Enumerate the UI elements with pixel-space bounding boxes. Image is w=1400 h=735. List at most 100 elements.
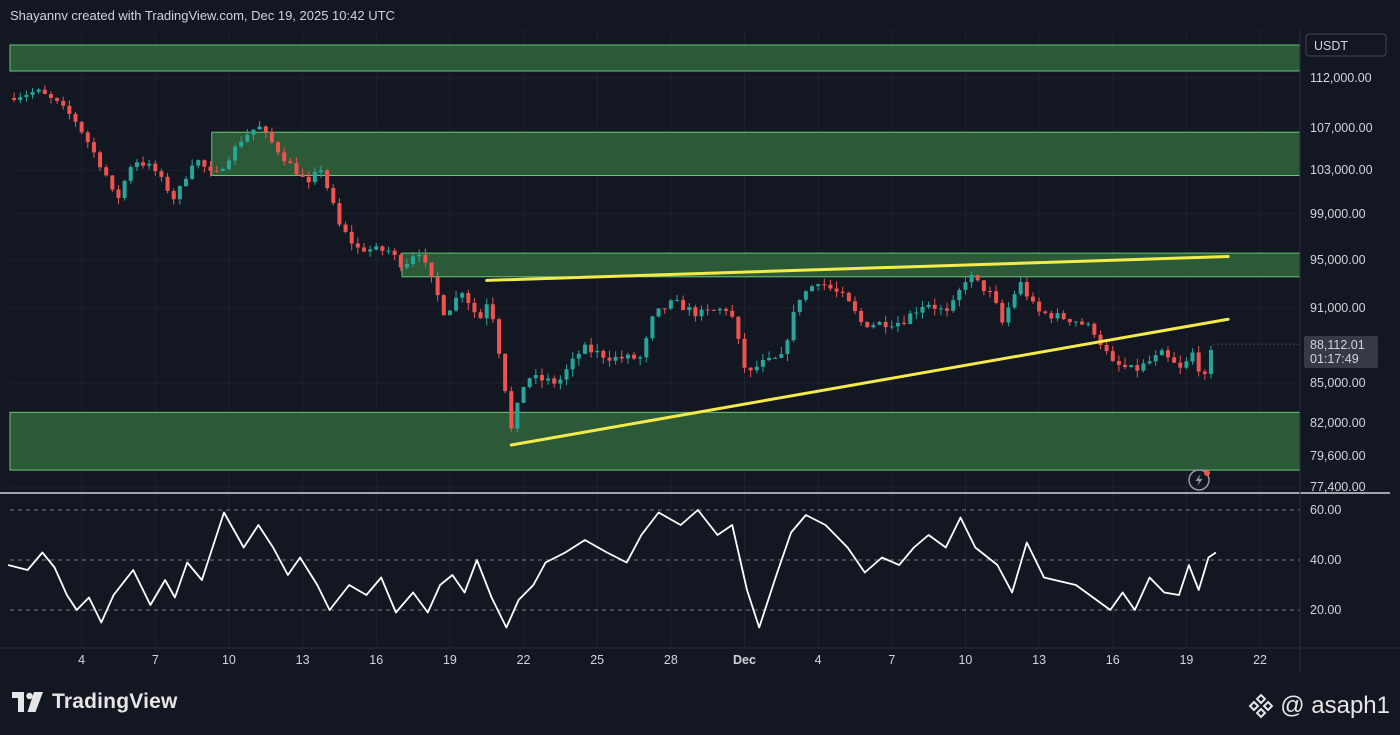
candle-body bbox=[644, 338, 649, 358]
candle-body bbox=[177, 186, 182, 200]
date-tick-label: 7 bbox=[888, 653, 895, 667]
candle-body bbox=[368, 249, 373, 252]
candle-body bbox=[61, 100, 66, 106]
candle-body bbox=[245, 134, 250, 142]
binance-square-icon bbox=[1248, 693, 1274, 719]
candle-body bbox=[589, 344, 594, 353]
date-tick-label: 10 bbox=[222, 653, 236, 667]
rsi-tick-label: 20.00 bbox=[1310, 603, 1341, 617]
candle-body bbox=[748, 367, 753, 371]
candle-body bbox=[294, 163, 299, 175]
candle-body bbox=[852, 301, 857, 312]
candle-body bbox=[816, 284, 821, 287]
candle-body bbox=[1086, 323, 1091, 325]
date-tick-label: 10 bbox=[958, 653, 972, 667]
candle-body bbox=[497, 319, 501, 354]
candle-body bbox=[975, 274, 980, 281]
price-tick-label: 79,600.00 bbox=[1310, 449, 1366, 463]
price-tick-label: 103,000.00 bbox=[1310, 163, 1373, 177]
candle-body bbox=[282, 152, 287, 162]
candle-body bbox=[779, 354, 784, 358]
price-tick-label: 99,000.00 bbox=[1310, 207, 1366, 221]
candle-body bbox=[153, 163, 158, 172]
candle-body bbox=[319, 170, 324, 173]
candle-body bbox=[791, 311, 796, 341]
countdown-label: 01:17:49 bbox=[1310, 352, 1359, 366]
date-tick-label: 13 bbox=[296, 653, 310, 667]
candle-body bbox=[1049, 313, 1054, 319]
candle-body bbox=[681, 300, 686, 311]
candle-body bbox=[165, 176, 170, 191]
candle-body bbox=[1030, 296, 1035, 302]
watermark: @ asaph1 bbox=[1248, 692, 1390, 720]
tradingview-logo-icon bbox=[12, 692, 43, 712]
candle-body bbox=[1147, 361, 1152, 364]
price-chart[interactable]: 112,000.00 107,000.00 103,000.00 99,000.00 9… bbox=[0, 0, 1400, 672]
candle-body bbox=[1104, 345, 1109, 352]
date-tick-label: 7 bbox=[152, 653, 159, 667]
candle-body bbox=[1018, 282, 1023, 295]
candle-body bbox=[1123, 364, 1128, 368]
trendlines bbox=[485, 255, 1230, 447]
candle-body bbox=[104, 167, 109, 176]
price-tick-label: 85,000.00 bbox=[1310, 376, 1366, 390]
candle-body bbox=[116, 189, 121, 198]
candle-body bbox=[312, 172, 317, 183]
candle-body bbox=[484, 304, 489, 319]
rsi-tick-label: 40.00 bbox=[1310, 553, 1341, 567]
trendline bbox=[485, 255, 1230, 282]
current-price-badge: 88,112.01 01:17:49 bbox=[1304, 336, 1378, 368]
candle-body bbox=[797, 299, 802, 312]
candle-body bbox=[257, 126, 262, 130]
candle-body bbox=[1196, 352, 1201, 372]
candle-body bbox=[717, 308, 722, 311]
candle-body bbox=[398, 254, 403, 268]
candle-body bbox=[503, 353, 508, 392]
watermark-handle: @ asaph1 bbox=[1280, 692, 1390, 719]
candle-body bbox=[883, 321, 888, 328]
axes: 112,000.00 107,000.00 103,000.00 99,000.00 9… bbox=[0, 30, 1400, 672]
candle-body bbox=[674, 300, 679, 302]
candle-body bbox=[699, 309, 704, 317]
price-tick-label: 95,000.00 bbox=[1310, 253, 1366, 267]
candle-body bbox=[122, 180, 127, 198]
currency-label: USDT bbox=[1314, 39, 1348, 53]
candle-body bbox=[147, 163, 152, 166]
candle-body bbox=[141, 162, 146, 166]
candle-body bbox=[374, 246, 379, 250]
date-tick-label: 16 bbox=[1106, 653, 1120, 667]
candle-body bbox=[411, 256, 416, 264]
candle-body bbox=[98, 152, 103, 168]
candle-body bbox=[527, 378, 532, 387]
candle-body bbox=[951, 300, 956, 311]
candle-body bbox=[460, 293, 465, 298]
price-tick-label: 82,000.00 bbox=[1310, 416, 1366, 430]
rsi-tick-label: 60.00 bbox=[1310, 503, 1341, 517]
candle-body bbox=[539, 374, 544, 381]
candle-body bbox=[73, 113, 78, 122]
candle-body bbox=[42, 89, 47, 95]
candle-body bbox=[582, 344, 587, 354]
candle-body bbox=[325, 170, 330, 188]
candle-body bbox=[509, 391, 514, 429]
candle-body bbox=[558, 379, 563, 384]
candle-body bbox=[988, 290, 992, 292]
price-tick-label: 107,000.00 bbox=[1310, 121, 1373, 135]
date-tick-label: 13 bbox=[1032, 653, 1046, 667]
candle-body bbox=[932, 304, 937, 309]
chart-header: Shayannv created with TradingView.com, D… bbox=[10, 8, 395, 23]
candle-body bbox=[1067, 319, 1072, 323]
rsi-panel bbox=[7, 509, 1300, 629]
date-tick-label: 22 bbox=[1253, 653, 1267, 667]
candle-body bbox=[1153, 355, 1158, 362]
grid-layer bbox=[10, 30, 1300, 648]
trendline bbox=[509, 317, 1230, 447]
candle-body bbox=[202, 160, 207, 167]
candle-body bbox=[625, 354, 630, 359]
candle-body bbox=[693, 307, 698, 317]
candle-body bbox=[85, 132, 90, 143]
date-tick-label: 16 bbox=[369, 653, 383, 667]
candle-body bbox=[441, 295, 446, 316]
lightning-icon[interactable] bbox=[1188, 469, 1210, 491]
candle-body bbox=[576, 353, 581, 359]
